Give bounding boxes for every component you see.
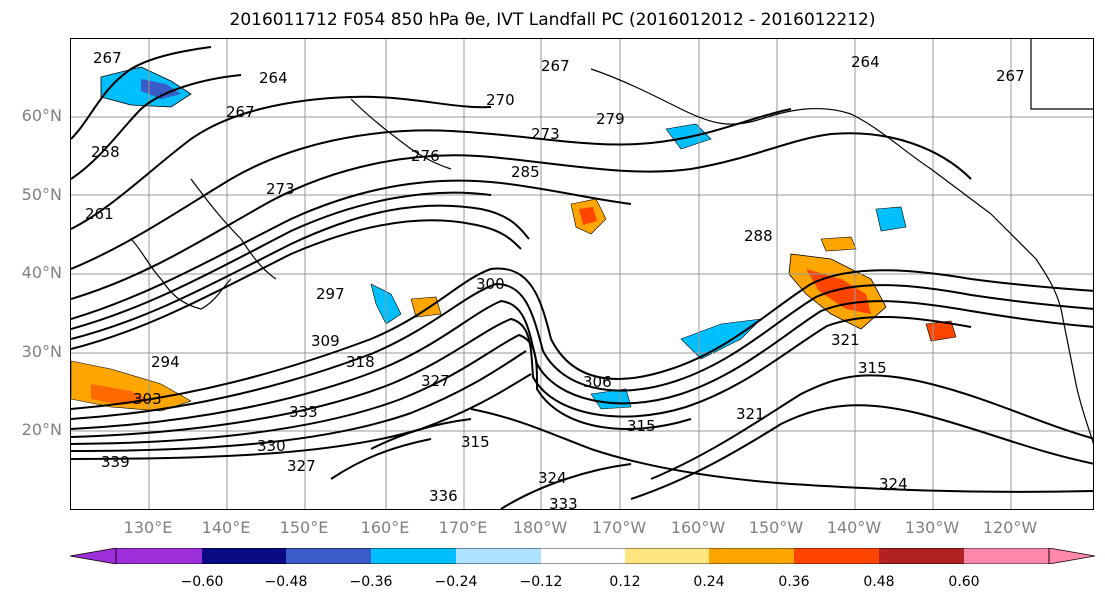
lon-label-130e: 130°E (123, 518, 173, 537)
contour-label: 339 (101, 453, 130, 471)
contour-label: 273 (266, 180, 295, 198)
colorbar-swatch (286, 548, 371, 564)
contour-label: 336 (429, 487, 458, 505)
lon-label-130w: 130°W (904, 518, 960, 537)
lat-label-30n: 30°N (21, 342, 62, 361)
contour-label: 333 (289, 403, 318, 421)
colorbar-swatch (794, 548, 879, 564)
colorbar-tick: 0.12 (609, 574, 641, 590)
contour-label: 267 (226, 103, 255, 121)
contour-label: 267 (93, 49, 122, 67)
lon-label-180w: 180°W (512, 518, 568, 537)
lat-label-40n: 40°N (21, 263, 62, 282)
contour-label: 264 (851, 53, 880, 71)
contour-label: 324 (879, 475, 908, 493)
contour-label: 258 (91, 143, 120, 161)
colorbar-extend-low (69, 547, 117, 565)
colorbar-extend-high (1048, 547, 1096, 565)
colorbar-swatch (456, 548, 541, 564)
colorbar (69, 547, 1096, 565)
contour-label: 294 (151, 353, 180, 371)
contour-label: 315 (461, 433, 490, 451)
contour-label: 321 (831, 331, 860, 349)
colorbar-svg (69, 547, 1096, 565)
contour-label: 273 (531, 125, 560, 143)
contour-label: 267 (541, 57, 570, 75)
contour-label-layer: 267 264 267 258 261 273 276 270 273 279 … (85, 49, 1025, 510)
contour-label: 297 (316, 285, 345, 303)
contour-label: 324 (538, 469, 567, 487)
map-panel: 267 264 267 258 261 273 276 270 273 279 … (70, 38, 1094, 510)
colorbar-tick: −0.60 (180, 574, 224, 590)
theta-e-contours (71, 46, 1093, 509)
contour-label: 261 (85, 205, 114, 223)
colorbar-tick: 0.48 (863, 574, 895, 590)
colorbar-tick: −0.24 (434, 574, 478, 590)
lat-label-20n: 20°N (21, 420, 62, 439)
coastlines (130, 39, 1093, 445)
lon-label-150w: 150°W (748, 518, 804, 537)
contour-label: 285 (511, 163, 540, 181)
colorbar-swatch (709, 548, 794, 564)
colorbar-swatch (371, 548, 456, 564)
contour-label: 315 (627, 417, 656, 435)
contour-label: 318 (346, 353, 375, 371)
lat-label-60n: 60°N (21, 106, 62, 125)
colorbar-swatch (541, 548, 625, 564)
lon-label-140e: 140°E (201, 518, 251, 537)
contour-label: 300 (476, 275, 505, 293)
colorbar-swatch (879, 548, 964, 564)
contour-label: 327 (421, 372, 450, 390)
lat-label-50n: 50°N (21, 185, 62, 204)
lon-label-170e: 170°E (438, 518, 488, 537)
contour-label: 279 (596, 110, 625, 128)
contour-label: 321 (736, 405, 765, 423)
colorbar-swatch (116, 548, 202, 564)
lon-label-140w: 140°W (826, 518, 882, 537)
colorbar-tick: 0.24 (693, 574, 725, 590)
lon-label-160e: 160°E (360, 518, 410, 537)
contour-label: 333 (549, 495, 578, 510)
colorbar-swatch (964, 548, 1049, 564)
contour-label: 309 (311, 332, 340, 350)
lon-label-150e: 150°E (279, 518, 329, 537)
contour-label: 288 (744, 227, 773, 245)
lon-label-160w: 160°W (670, 518, 726, 537)
colorbar-tick: 0.60 (948, 574, 980, 590)
contour-label: 267 (996, 67, 1025, 85)
lon-label-170w: 170°W (591, 518, 647, 537)
colorbar-swatch (202, 548, 286, 564)
colorbar-tick: −0.36 (349, 574, 393, 590)
lon-label-120w: 120°W (982, 518, 1038, 537)
colorbar-tick: −0.12 (519, 574, 563, 590)
colorbar-swatch (625, 548, 709, 564)
contour-label: 327 (287, 457, 316, 475)
colorbar-tick: 0.36 (778, 574, 810, 590)
colorbar-tick: −0.48 (264, 574, 308, 590)
contour-label: 306 (583, 373, 612, 391)
contour-label: 270 (486, 91, 515, 109)
plot-title: 2016011712 F054 850 hPa θe, IVT Landfall… (229, 10, 876, 30)
contour-label: 276 (411, 147, 440, 165)
contour-label: 330 (257, 437, 286, 455)
contour-label: 303 (133, 390, 162, 408)
contour-label: 315 (858, 359, 887, 377)
contour-label: 264 (259, 69, 288, 87)
map-canvas: 267 264 267 258 261 273 276 270 273 279 … (71, 39, 1093, 510)
